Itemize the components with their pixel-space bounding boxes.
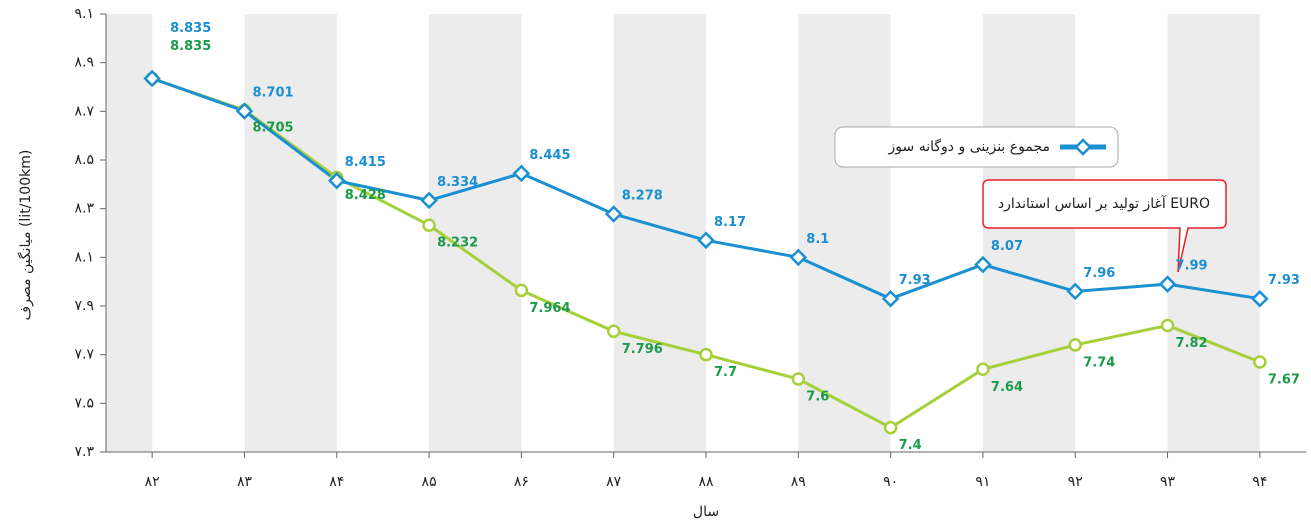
point [699, 347, 713, 362]
y-tick-label: ۸.۱ [75, 249, 95, 265]
data-label: 8.835 [170, 39, 211, 54]
data-label: 8.232 [437, 236, 478, 251]
y-axis-title: میانگین مصرف (lit/100km) [17, 150, 34, 321]
point [791, 372, 806, 386]
band [982, 14, 1030, 452]
y-tick-label: ۷.۳ [75, 444, 95, 460]
point [1068, 338, 1082, 352]
point [514, 283, 529, 298]
y-tick-label: ۹.۱ [75, 6, 95, 22]
annotation-text: آغاز تولید بر اساس استاندارد EURO [998, 195, 1210, 212]
legend-label: مجموع بنزینی و دوگانه سوز [888, 138, 1050, 155]
data-label: 7.74 [1083, 355, 1115, 370]
band [1213, 14, 1260, 452]
band [290, 14, 337, 452]
band [798, 14, 845, 452]
data-label: 8.705 [252, 121, 293, 136]
annotation-callout [982, 179, 1227, 273]
data-label: 7.6 [806, 390, 829, 405]
data-label: 8.415 [345, 155, 386, 170]
point [422, 218, 436, 232]
data-label: 7.4 [899, 438, 922, 453]
data-label: 7.93 [1268, 273, 1300, 288]
point [420, 191, 438, 210]
data-label: 8.701 [252, 86, 293, 101]
x-tick-label: ۸۴ [329, 474, 344, 490]
y-tick-label: ۷.۵ [75, 395, 95, 411]
x-tick-label: ۹۰ [883, 474, 898, 490]
point [512, 164, 531, 183]
point [1158, 275, 1177, 293]
data-label: 8.835 [170, 21, 211, 36]
data-label: 7.67 [1268, 372, 1300, 387]
band [106, 14, 153, 452]
y-tick-label: ۸.۷ [75, 103, 95, 119]
y-tick-label: ۷.۹ [75, 298, 95, 314]
x-tick-label: ۸۲ [145, 474, 160, 490]
legend-box [834, 126, 1119, 168]
data-label: 7.82 [1176, 336, 1208, 351]
x-tick-label: ۸۵ [422, 474, 437, 490]
data-label: 8.07 [991, 239, 1023, 254]
data-label: 8.17 [714, 215, 746, 230]
x-axis-title: سال [693, 504, 719, 520]
band [1029, 14, 1076, 452]
data-label: 7.796 [622, 342, 663, 357]
data-label: 7.93 [899, 273, 931, 288]
data-label: 7.64 [991, 380, 1023, 395]
data-label: 7.99 [1176, 259, 1208, 274]
point [328, 171, 346, 190]
data-label: 8.445 [529, 148, 570, 163]
point [974, 255, 992, 274]
y-tick-label: ۸.۹ [75, 55, 95, 71]
data-label: 8.428 [345, 188, 386, 203]
y-tick-label: ۷.۷ [75, 347, 95, 363]
point [606, 324, 621, 339]
x-tick-label: ۹۱ [975, 474, 990, 490]
point [697, 231, 715, 250]
x-tick-label: ۹۳ [1160, 474, 1176, 490]
point [789, 248, 808, 267]
x-tick-label: ۸۸ [698, 474, 714, 490]
data-label: 7.964 [529, 301, 570, 316]
x-tick-label: ۹۲ [1068, 474, 1083, 490]
x-tick-label: ۸۶ [514, 474, 529, 490]
x-tick-label: ۸۹ [791, 474, 806, 490]
band [244, 14, 291, 452]
band [475, 14, 522, 452]
point [1074, 138, 1092, 156]
point [883, 420, 898, 435]
point [143, 69, 161, 88]
point [604, 205, 623, 223]
point [235, 102, 254, 120]
x-tick-label: ۸۷ [606, 474, 622, 490]
band [844, 14, 891, 452]
data-label: 8.1 [806, 232, 829, 247]
point [1253, 355, 1267, 369]
point [976, 362, 990, 377]
data-label: 7.7 [714, 365, 737, 380]
band [613, 14, 660, 452]
y-tick-label: ۸.۵ [75, 152, 95, 168]
point [1160, 318, 1175, 333]
data-label: 8.334 [437, 175, 478, 190]
band [429, 14, 476, 452]
y-tick-label: ۸.۳ [75, 201, 95, 217]
point [1251, 289, 1269, 308]
x-tick-label: ۹۴ [1252, 474, 1267, 490]
band [1167, 14, 1214, 452]
x-tick-label: ۸۳ [237, 474, 253, 490]
data-label: 8.278 [622, 189, 663, 204]
data-label: 7.96 [1083, 266, 1115, 281]
point [881, 289, 900, 308]
point [1066, 282, 1084, 301]
